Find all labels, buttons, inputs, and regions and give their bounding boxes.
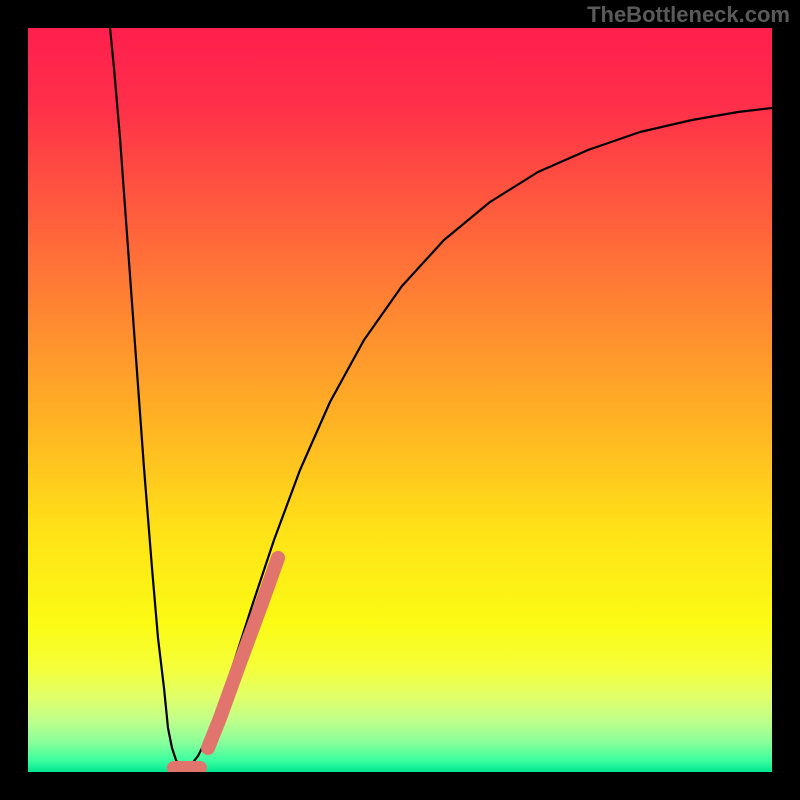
curve-layer <box>28 28 772 772</box>
bottleneck-curve <box>110 28 772 768</box>
chart-container: TheBottleneck.com <box>0 0 800 800</box>
highlight-segment-rising <box>208 558 278 748</box>
watermark-text: TheBottleneck.com <box>587 2 790 28</box>
plot-area <box>28 28 772 772</box>
